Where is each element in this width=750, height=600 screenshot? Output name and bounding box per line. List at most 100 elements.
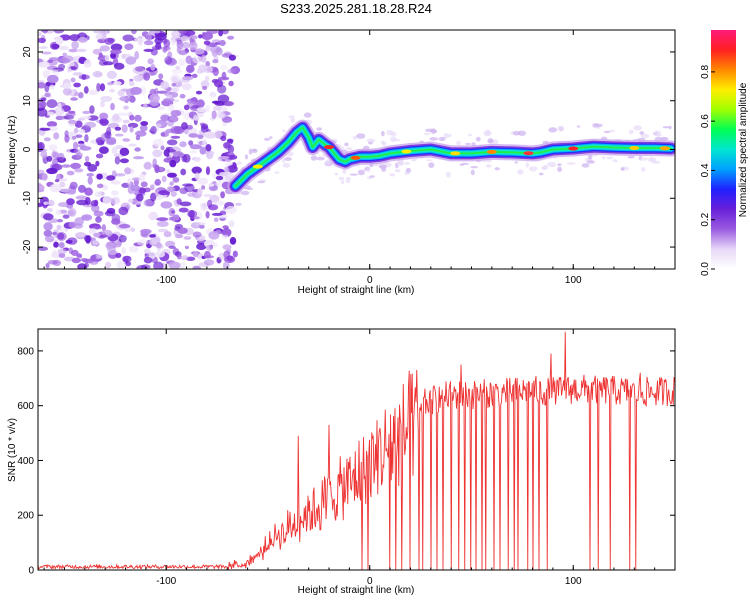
- spectrogram-y-ticks: -20 -10 0 10 20: [22, 46, 675, 254]
- noise-blob: [53, 241, 59, 248]
- trace-speckle: [475, 136, 481, 142]
- noise-blob: [110, 102, 115, 111]
- noise-blob: [66, 170, 75, 176]
- noise-blob: [133, 156, 144, 160]
- noise-blob: [65, 189, 77, 195]
- noise-blob: [188, 133, 199, 138]
- colorbar-tick-label: 0.6: [700, 114, 711, 128]
- noise-blob: [77, 144, 86, 148]
- noise-blob: [232, 250, 238, 258]
- noise-blob: [112, 241, 122, 248]
- noise-blob: [168, 207, 176, 217]
- trace-speckle: [639, 131, 645, 135]
- noise-blob: [70, 77, 76, 83]
- noise-blob: [106, 250, 118, 255]
- noise-blob: [140, 181, 148, 188]
- noise-blob: [167, 172, 177, 178]
- noise-blob: [87, 164, 98, 172]
- noise-blob: [45, 263, 50, 269]
- noise-blob: [166, 94, 173, 99]
- noise-blob: [55, 36, 64, 45]
- trace-speckle: [492, 139, 499, 146]
- trace-speckle: [274, 171, 280, 174]
- noise-blob: [143, 199, 153, 207]
- noise-blob: [66, 198, 75, 206]
- noise-blob: [40, 150, 48, 158]
- noise-blob: [75, 195, 88, 200]
- noise-blob: [121, 53, 132, 57]
- trace-speckle: [316, 156, 325, 161]
- noise-blob: [104, 55, 110, 62]
- trace-hotspot: [629, 146, 640, 150]
- trace-speckle: [655, 133, 662, 137]
- noise-blob: [110, 196, 120, 205]
- trace-speckle: [586, 160, 595, 164]
- noise-blob: [161, 175, 167, 183]
- noise-blob: [94, 254, 103, 259]
- snr-series-line: [38, 331, 675, 570]
- trace-speckle: [282, 129, 286, 133]
- noise-blob: [222, 244, 232, 251]
- noise-blob: [220, 135, 227, 141]
- noise-blob: [95, 153, 104, 159]
- noise-blob: [193, 114, 198, 121]
- trace-speckle: [557, 125, 564, 132]
- noise-blob: [154, 164, 160, 174]
- noise-blob: [113, 62, 125, 70]
- noise-blob: [69, 61, 75, 67]
- noise-blob: [172, 87, 180, 93]
- noise-blob: [206, 244, 213, 251]
- noise-blob: [104, 131, 112, 139]
- noise-blob: [92, 240, 99, 246]
- noise-blob: [190, 150, 197, 154]
- noise-blob: [127, 122, 139, 129]
- noise-blob: [58, 57, 71, 64]
- noise-blob: [128, 143, 137, 147]
- noise-blob: [82, 115, 92, 120]
- noise-blob: [64, 134, 70, 143]
- noise-blob: [122, 255, 132, 263]
- trace-speckle: [369, 175, 375, 178]
- snr-x-ticks: -100 0 100: [43, 329, 676, 587]
- noise-blob: [211, 212, 223, 216]
- y-tick-label: 200: [17, 511, 34, 522]
- trace-speckle: [338, 176, 345, 181]
- noise-blob: [186, 124, 193, 130]
- noise-blob: [55, 209, 62, 216]
- noise-blob: [38, 144, 44, 153]
- noise-blob: [119, 147, 130, 156]
- noise-blob: [113, 81, 122, 86]
- noise-blob: [122, 119, 130, 124]
- noise-blob: [54, 107, 65, 117]
- trace-speckle: [640, 133, 650, 139]
- trace-speckle: [269, 136, 273, 139]
- noise-blob: [178, 207, 189, 213]
- noise-blob: [199, 146, 207, 155]
- noise-blob: [98, 146, 109, 154]
- noise-blob: [59, 178, 68, 182]
- noise-blob: [178, 50, 188, 56]
- noise-blob: [94, 191, 103, 198]
- noise-blob: [217, 94, 230, 103]
- noise-blob: [225, 162, 233, 166]
- noise-blob: [38, 246, 48, 251]
- trace-hotspot: [450, 151, 461, 156]
- noise-blob: [204, 75, 210, 82]
- noise-blob: [75, 134, 83, 138]
- noise-blob: [117, 112, 129, 116]
- noise-blob: [166, 169, 171, 174]
- noise-blob: [214, 200, 225, 206]
- noise-blob: [58, 253, 66, 258]
- noise-blob: [193, 156, 202, 163]
- noise-blob: [218, 156, 230, 160]
- spectrogram-x-ticks: -100 0 100: [43, 30, 676, 286]
- trace-speckle: [252, 149, 257, 152]
- noise-blob: [181, 83, 192, 91]
- noise-blob: [124, 43, 134, 50]
- noise-blob: [74, 168, 84, 173]
- noise-blob: [95, 33, 105, 40]
- noise-blob: [54, 179, 60, 183]
- noise-blob: [105, 261, 112, 269]
- trace-speckle: [461, 162, 469, 165]
- noise-blob: [71, 257, 81, 264]
